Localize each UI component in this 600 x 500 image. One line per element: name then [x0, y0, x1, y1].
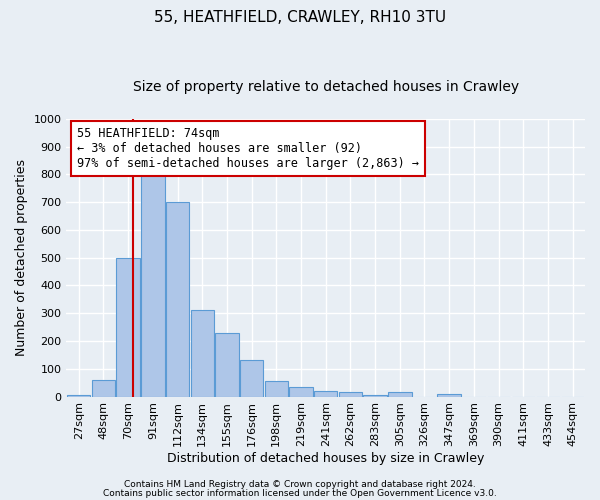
Title: Size of property relative to detached houses in Crawley: Size of property relative to detached ho…: [133, 80, 519, 94]
Text: 55, HEATHFIELD, CRAWLEY, RH10 3TU: 55, HEATHFIELD, CRAWLEY, RH10 3TU: [154, 10, 446, 25]
Bar: [338, 392, 362, 396]
X-axis label: Distribution of detached houses by size in Crawley: Distribution of detached houses by size …: [167, 452, 484, 465]
Bar: [265, 382, 288, 396]
Bar: [314, 391, 337, 396]
Text: Contains public sector information licensed under the Open Government Licence v3: Contains public sector information licen…: [103, 488, 497, 498]
Bar: [166, 202, 189, 396]
Bar: [191, 310, 214, 396]
Bar: [215, 332, 239, 396]
Bar: [388, 392, 412, 396]
Bar: [437, 394, 461, 396]
Bar: [116, 258, 140, 396]
Bar: [364, 395, 387, 396]
Bar: [92, 380, 115, 396]
Bar: [240, 360, 263, 396]
Y-axis label: Number of detached properties: Number of detached properties: [15, 159, 28, 356]
Bar: [289, 387, 313, 396]
Text: 55 HEATHFIELD: 74sqm
← 3% of detached houses are smaller (92)
97% of semi-detach: 55 HEATHFIELD: 74sqm ← 3% of detached ho…: [77, 127, 419, 170]
Text: Contains HM Land Registry data © Crown copyright and database right 2024.: Contains HM Land Registry data © Crown c…: [124, 480, 476, 489]
Bar: [141, 169, 164, 396]
Bar: [67, 395, 91, 396]
